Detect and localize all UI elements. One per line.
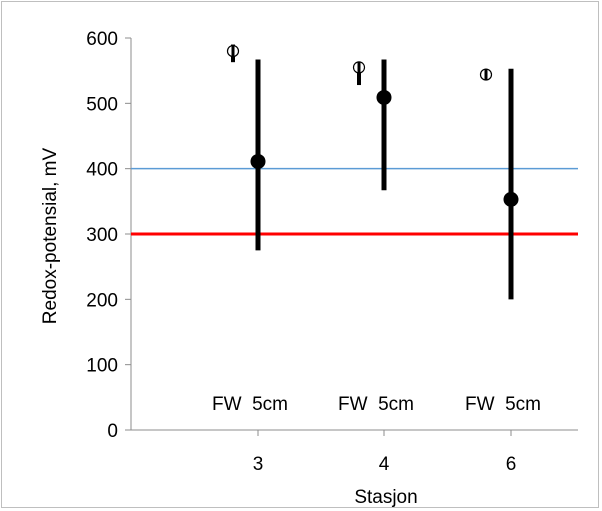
category-annotation: FW 5cm (338, 394, 414, 415)
y-tick-label: 100 (86, 356, 118, 377)
y-tick-label: 300 (86, 225, 118, 246)
data-point (376, 89, 392, 105)
error-bars (231, 44, 514, 300)
x-axis-title: Stasjon (354, 487, 417, 508)
x-tick-label: 4 (379, 454, 390, 475)
data-point (503, 191, 519, 207)
y-tick-label: 400 (86, 160, 118, 181)
category-annotation: FW 5cm (465, 394, 541, 415)
category-annotation: FW 5cm (212, 394, 288, 415)
data-point (250, 153, 266, 169)
y-tick-labels: 0 100 200 300 400 500 600 (86, 29, 131, 442)
category-annotations: FW 5cm FW 5cm FW 5cm (212, 394, 541, 415)
y-tick-label: 200 (86, 290, 118, 311)
x-tick-label: 3 (253, 454, 264, 475)
x-tick-labels: 3 4 6 (253, 430, 517, 475)
data-points (226, 44, 519, 207)
y-tick-label: 600 (86, 29, 118, 50)
data-point (226, 44, 240, 58)
y-axis-title: Redox-potensial, mV (40, 147, 61, 324)
data-point (479, 68, 493, 81)
y-tick-label: 0 (107, 421, 118, 442)
y-tick-label: 500 (86, 94, 118, 115)
reference-lines (131, 167, 578, 236)
data-point (352, 61, 366, 74)
x-tick-label: 6 (506, 454, 517, 475)
